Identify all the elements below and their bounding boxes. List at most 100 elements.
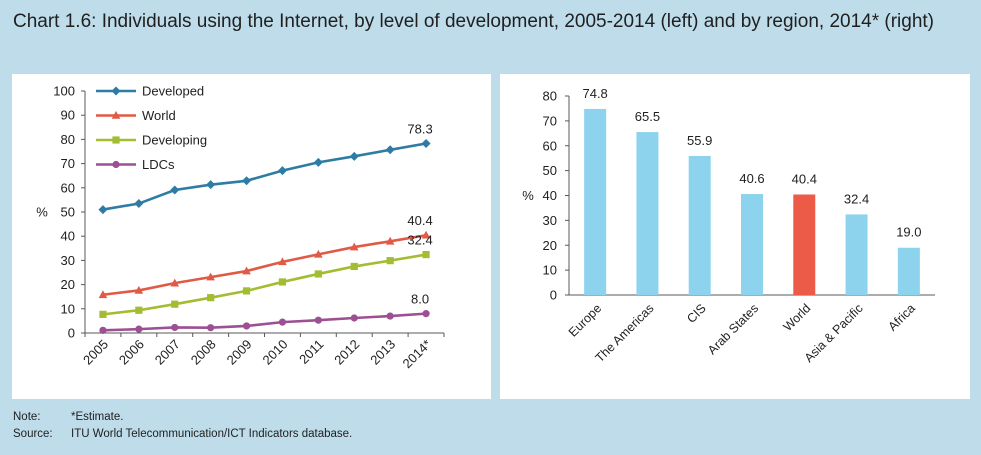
data-point-developing (422, 250, 430, 259)
y-tick-label: 100 (53, 84, 75, 99)
source-line: Source: ITU World Telecommunication/ICT I… (13, 428, 352, 440)
legend: Developed World Developing LDCs (96, 84, 207, 172)
legend-marker-world (111, 111, 121, 119)
y-tick-label: 10 (61, 301, 75, 316)
y-tick-label: 90 (61, 108, 75, 123)
data-point-developed (385, 145, 395, 155)
data-point-developing (314, 270, 322, 278)
data-point-developing (350, 262, 358, 271)
series-ldcs (99, 310, 430, 334)
series-world (98, 230, 431, 299)
legend-marker-ldcs (112, 160, 120, 169)
data-label-cis: 55.9 (687, 133, 712, 148)
data-point-developing (242, 287, 251, 295)
data-point-developed (313, 157, 323, 167)
bar-africa (897, 247, 920, 295)
y-tick-label: 0 (550, 288, 557, 303)
data-point-world (134, 285, 144, 294)
data-label-developing: 32.4 (407, 233, 432, 248)
y-tick-label: 40 (61, 229, 75, 244)
y-tick-label: 50 (543, 163, 557, 178)
data-point-ldcs (171, 323, 179, 332)
bar-europe (584, 108, 607, 295)
data-point-developing (386, 257, 394, 265)
series-developing (99, 250, 430, 318)
x-tick-label: 2012 (331, 337, 362, 368)
chart-title: Chart 1.6: Individuals using the Interne… (13, 11, 934, 32)
data-point-ldcs (386, 312, 394, 320)
data-point-developing (207, 294, 215, 302)
data-point-developed (170, 185, 180, 195)
data-point-developing (278, 278, 287, 286)
data-point-ldcs (422, 310, 430, 318)
data-point-developing (135, 306, 143, 314)
bar-chart-panel: 0 10 20 30 40 50 60 70 80% 74.8 Europe 65.5 The Amer… (500, 74, 970, 399)
line-chart-panel: 0 10 20 30 40 50 60 70 80 90 100% 2005 2006 2007 2008 2… (12, 74, 491, 399)
data-point-developed (242, 176, 252, 186)
data-point-developed (134, 199, 144, 209)
legend-marker-developing (112, 136, 120, 144)
x-tick-label: 2014* (400, 337, 435, 372)
data-point-ldcs (350, 314, 358, 322)
source-label: Source: (13, 428, 53, 440)
data-point-developed (206, 180, 216, 190)
x-tick-label: 2010 (260, 337, 291, 368)
data-label-arab-states: 40.6 (739, 171, 764, 186)
bar-arab-states (741, 194, 763, 295)
data-point-world (98, 290, 108, 299)
data-point-world (349, 242, 359, 251)
y-axis-label: % (522, 188, 534, 203)
y-tick-label: 40 (543, 188, 557, 203)
y-tick-label: 70 (61, 156, 75, 171)
y-tick-label: 70 (543, 113, 557, 128)
legend-marker-developed (111, 86, 121, 96)
y-tick-label: 50 (61, 205, 75, 220)
data-label-africa: 19.0 (896, 225, 921, 240)
data-point-developing (171, 300, 179, 308)
source-text: ITU World Telecommunication/ICT Indicato… (71, 428, 353, 440)
x-tick-label-europe: Europe (566, 301, 604, 339)
bar-the-americas (636, 132, 659, 295)
data-point-world (242, 266, 251, 275)
note-line: Note: *Estimate. (13, 411, 123, 423)
data-point-ldcs (99, 326, 107, 334)
y-tick-label: 80 (61, 132, 75, 147)
x-tick-label-arab-states: Arab States (705, 301, 761, 357)
data-point-developed (349, 151, 359, 161)
y-tick-label: 10 (543, 263, 557, 278)
y-tick-label: 30 (543, 213, 557, 228)
data-point-ldcs (242, 322, 251, 330)
data-label-europe: 74.8 (582, 86, 607, 101)
y-tick-label: 0 (68, 326, 75, 341)
data-point-ldcs (278, 318, 287, 326)
data-point-developing (99, 310, 107, 318)
x-tick-label: 2009 (224, 337, 255, 368)
x-tick-label-world: World (781, 301, 814, 334)
data-label-world: 40.4 (407, 213, 432, 228)
x-tick-label-africa: Africa (885, 301, 918, 334)
x-tick-label: 2008 (188, 337, 219, 368)
legend-label-world: World (142, 108, 176, 123)
y-tick-label: 30 (61, 253, 75, 268)
data-point-ldcs (207, 324, 215, 332)
data-point-ldcs (135, 325, 143, 333)
x-tick-label: 2013 (367, 337, 398, 368)
x-tick-label: 2005 (80, 337, 111, 368)
data-point-world (278, 257, 287, 266)
legend-label-developing: Developing (142, 133, 207, 148)
series-developed (98, 139, 431, 215)
bar-asia-pacific (845, 214, 868, 295)
data-point-world (314, 249, 323, 258)
series-line-developing (102, 253, 427, 316)
series-line-ldcs (102, 312, 427, 332)
data-point-ldcs (314, 316, 322, 324)
legend-label-ldcs: LDCs (142, 157, 175, 172)
data-point-developed (277, 166, 287, 176)
data-point-world (206, 272, 215, 281)
legend-label-developed: Developed (142, 84, 204, 99)
bar-world (793, 194, 816, 295)
note-text: *Estimate. (71, 411, 124, 423)
data-label-asia-pacific: 32.4 (844, 191, 869, 206)
y-tick-label: 20 (61, 277, 75, 292)
